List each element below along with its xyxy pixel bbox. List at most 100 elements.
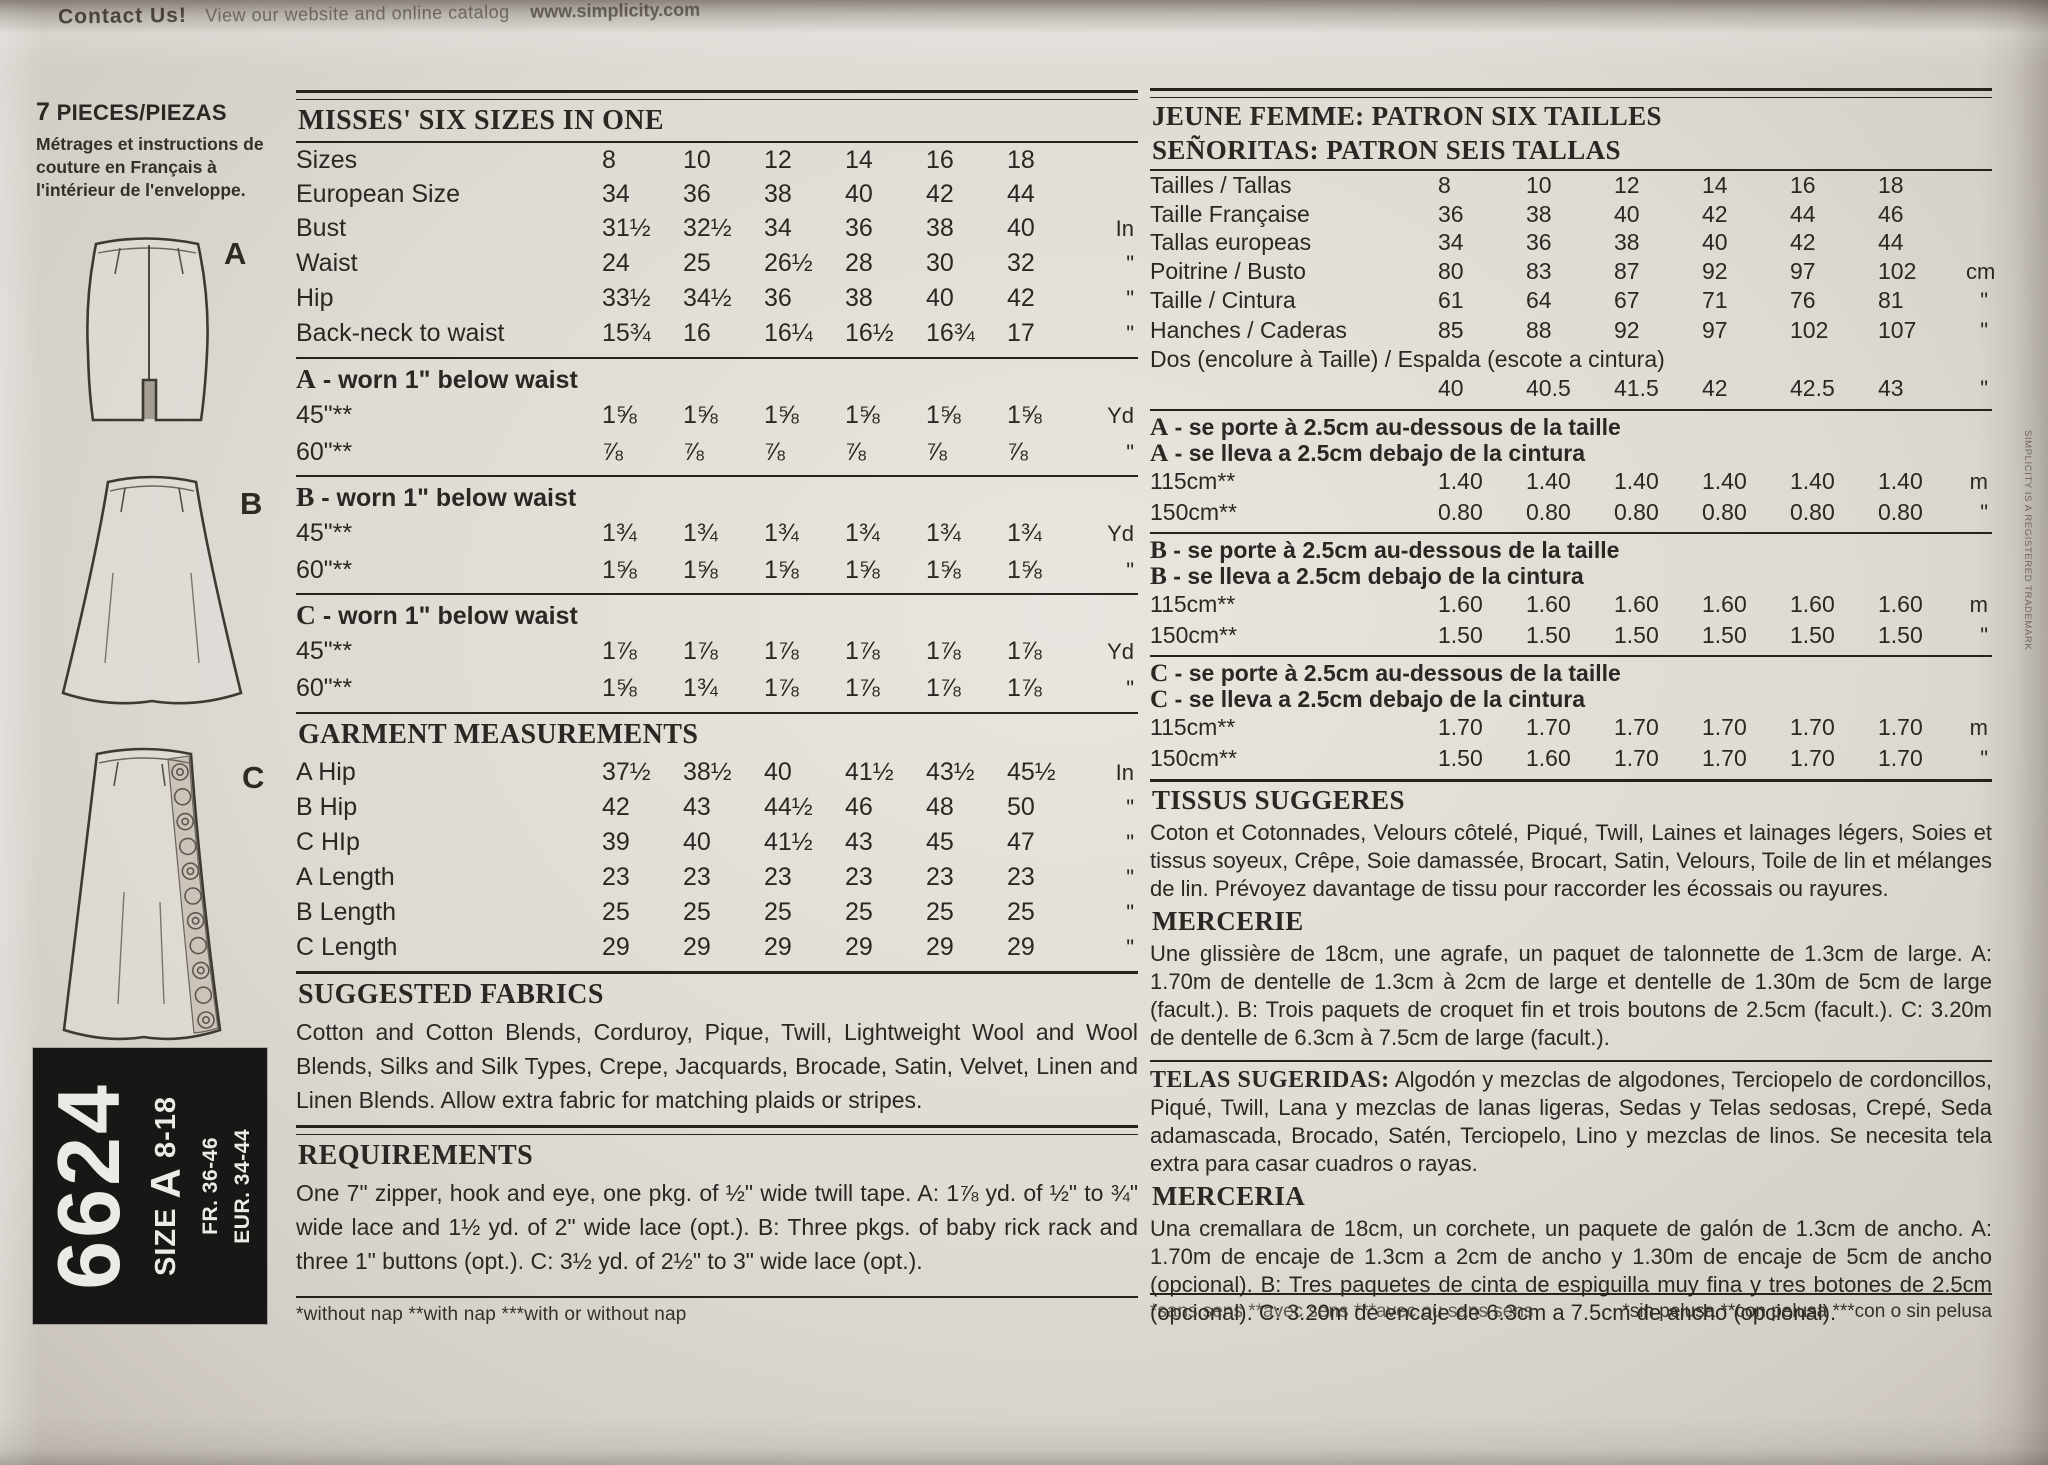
unit-cell: ": [1126, 795, 1134, 820]
cell-value: 83: [1526, 257, 1552, 284]
cell-value: 40: [764, 758, 792, 786]
cell-value: 15¾: [602, 319, 651, 347]
cell-value: 1.50: [1790, 622, 1835, 648]
cell-value: 1.60: [1702, 591, 1747, 617]
unit-cell: Yd: [1107, 521, 1134, 546]
cell-value: 10: [1526, 172, 1552, 198]
cell-value: 1.70: [1790, 714, 1835, 740]
row-label: Dos (encolure à Taille) / Espalda (escot…: [1150, 346, 1665, 372]
cell-value: 46: [845, 793, 873, 821]
cell-value: 16: [1790, 172, 1816, 198]
envelope-top-strip: Contact Us! View our website and online …: [58, 0, 1458, 30]
cell-value: 40: [1007, 214, 1035, 242]
cell-value: 67: [1614, 287, 1640, 313]
cell-value: 1.70: [1702, 714, 1747, 740]
cell-value: 40: [1614, 200, 1640, 227]
row-label: C HIp: [296, 828, 360, 856]
table-row: 60"** 1⅝ 1⅝ 1⅝ 1⅝ 1⅝ 1⅝ ": [296, 552, 1138, 589]
tissus-title: TISSUS SUGGERES: [1152, 785, 1405, 815]
spanish-table-title: SEÑORITAS: PATRON SEIS TALLAS: [1152, 135, 1621, 165]
row-label: Hip: [296, 284, 334, 312]
metric-footnotes: *sans sens **avec sens ***avec ou sans s…: [1150, 1293, 1992, 1323]
body-measurements-table: Sizes 8 10 12 14 16 18 European Size 34 36 38 40 42 4…: [296, 143, 1138, 353]
cell-value: 16: [926, 146, 954, 174]
unit-cell: ": [1126, 935, 1134, 960]
yardage-section: A - worn 1" below waist 45"** 1⅝ 1⅝ 1⅝ 1⅝ 1⅝ 1⅝…: [296, 357, 1138, 471]
unit-cell: ": [1980, 288, 1988, 313]
cell-value: 18: [1007, 146, 1035, 174]
cell-value: 23: [764, 863, 792, 891]
cell-value: 42: [602, 793, 630, 821]
cell-value: 1.50: [1438, 622, 1483, 648]
cell-value: 41½: [764, 828, 813, 856]
row-label: B Length: [296, 898, 397, 926]
divider: [1150, 169, 1992, 171]
yardage-tables: A - worn 1" below waist 45"** 1⅝ 1⅝ 1⅝ 1⅝ 1⅝ 1⅝…: [296, 357, 1138, 707]
table-row: 45"** 1⅞ 1⅞ 1⅞ 1⅞ 1⅞ 1⅞ Yd: [296, 633, 1138, 670]
cell-value: 18: [1878, 172, 1904, 198]
row-label: C Length: [296, 933, 398, 961]
table-row: Waist 24 25 26½ 28 30 32 ": [296, 246, 1138, 281]
left-column: 7 PIECES/PIEZAS Métrages et instructions…: [36, 98, 288, 202]
garment-measurements-title: GARMENT MEASUREMENTS: [298, 719, 699, 750]
cell-value: 1⅞: [1007, 674, 1042, 702]
table-row: Dos (encolure à Taille) / Espalda (escot…: [1150, 345, 1992, 374]
row-label: Back-neck to waist: [296, 319, 505, 347]
cell-value: 1.50: [1878, 622, 1923, 648]
cell-value: 44: [1007, 180, 1035, 208]
cell-value: 1.50: [1614, 622, 1659, 648]
table-row: 150cm** 1.50 1.60 1.70 1.70 1.70 1.70 ": [1150, 743, 1992, 774]
website-tagline: View our website and online catalog: [205, 2, 510, 26]
cell-value: 1.60: [1438, 591, 1483, 617]
yardage-section: C - worn 1" below waist 45"** 1⅞ 1⅞ 1⅞ 1⅞ 1⅞ 1⅞…: [296, 593, 1138, 707]
pieces-label: PIECES/PIEZAS: [56, 100, 227, 125]
cell-value: 1⅞: [764, 637, 799, 665]
section-heading: A - se lleva a 2.5cm debajo de la cintur…: [1150, 439, 1586, 467]
cell-value: 0.80: [1614, 499, 1659, 525]
cell-value: 64: [1526, 287, 1552, 313]
row-label: 150cm**: [1150, 499, 1237, 525]
cell-value: 42: [1702, 200, 1728, 227]
cell-value: 102: [1878, 257, 1917, 284]
unit-cell: ": [1126, 900, 1134, 925]
cell-value: 25: [764, 898, 792, 926]
cell-value: 29: [1007, 933, 1035, 961]
french-sizes: FR. 36-46: [199, 1137, 222, 1235]
cell-value: 1.40: [1790, 468, 1835, 494]
cell-value: 1⅞: [602, 637, 637, 665]
european-sizes: EUR. 34-44: [231, 1128, 254, 1244]
cell-value: 1⅝: [926, 556, 961, 584]
cell-value: 1.60: [1526, 591, 1571, 617]
table-row: Hanches / Caderas 85 88 92 97 102 107 ": [1150, 316, 1992, 346]
row-label: Bust: [296, 214, 347, 242]
cell-value: ⅞: [926, 438, 947, 466]
cell-value: 1.60: [1878, 591, 1923, 617]
section-heading: A - worn 1" below waist: [296, 363, 578, 394]
section-heading: B - se lleva a 2.5cm debajo de la cintur…: [1150, 562, 1584, 590]
cell-value: 8: [1438, 172, 1451, 198]
cell-value: 47: [1007, 828, 1035, 856]
metric-yardage-tables: A - se porte à 2.5cm au-dessous de la ta…: [1150, 409, 1992, 774]
cell-value: 38: [1526, 200, 1552, 227]
cell-value: 1.40: [1614, 468, 1659, 494]
cell-value: 45: [926, 828, 954, 856]
cell-value: 31½: [602, 214, 651, 242]
table-row: Taille / Cintura 61 64 67 71 76 81 ": [1150, 286, 1992, 316]
cell-value: 1¾: [926, 519, 961, 547]
cell-value: 1⅞: [926, 674, 961, 702]
cell-value: 16: [683, 319, 711, 347]
cell-value: 88: [1526, 316, 1552, 343]
cell-value: 44: [1878, 229, 1904, 255]
unit-cell: ": [1980, 500, 1988, 525]
section-heading: C - worn 1" below waist: [296, 599, 578, 630]
cell-value: 32½: [683, 214, 732, 242]
unit-cell: ": [1126, 321, 1134, 346]
cell-value: 25: [602, 898, 630, 926]
row-label: 45"**: [296, 519, 353, 547]
cell-value: 1⅝: [683, 556, 718, 584]
cell-value: 1¾: [845, 519, 880, 547]
mercerie-text: Une glissière de 18cm, une agrafe, un pa…: [1150, 941, 1992, 1050]
cell-value: 38: [764, 180, 792, 208]
cell-value: 41½: [845, 758, 894, 786]
table-row: Hip 33½ 34½ 36 38 40 42 ": [296, 281, 1138, 316]
